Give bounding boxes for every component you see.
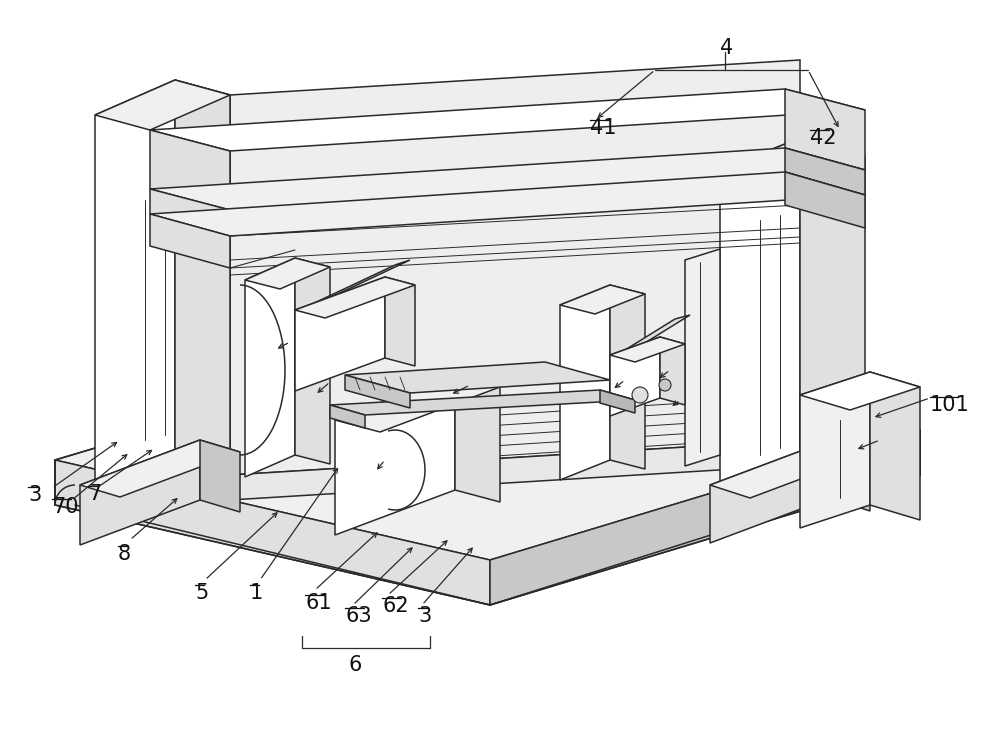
Polygon shape (295, 258, 330, 464)
Circle shape (632, 387, 648, 403)
Polygon shape (610, 285, 645, 469)
Polygon shape (295, 277, 385, 391)
Text: 63: 63 (345, 606, 372, 626)
Polygon shape (150, 189, 230, 235)
Polygon shape (200, 440, 240, 512)
Polygon shape (455, 375, 500, 502)
Polygon shape (55, 330, 920, 560)
Text: 101: 101 (930, 395, 970, 415)
Polygon shape (870, 372, 920, 520)
Polygon shape (295, 277, 415, 318)
Polygon shape (150, 130, 230, 210)
Polygon shape (310, 260, 410, 305)
Polygon shape (685, 249, 720, 466)
Polygon shape (800, 138, 865, 483)
Polygon shape (150, 214, 230, 268)
Polygon shape (610, 337, 685, 362)
Polygon shape (230, 60, 800, 475)
Polygon shape (490, 430, 920, 605)
Polygon shape (785, 148, 865, 195)
Polygon shape (600, 390, 635, 413)
Polygon shape (55, 460, 490, 605)
Polygon shape (560, 285, 610, 480)
Text: 3: 3 (28, 485, 41, 505)
Polygon shape (720, 138, 865, 189)
Text: 41: 41 (590, 118, 616, 138)
Polygon shape (150, 172, 865, 236)
Text: 7: 7 (88, 484, 101, 504)
Polygon shape (175, 80, 230, 475)
Polygon shape (710, 440, 870, 498)
Circle shape (659, 379, 671, 391)
Polygon shape (560, 285, 645, 314)
Polygon shape (335, 375, 455, 535)
Polygon shape (175, 80, 230, 475)
Polygon shape (95, 80, 175, 497)
Polygon shape (330, 390, 635, 415)
Text: 70: 70 (52, 497, 79, 517)
Polygon shape (720, 138, 800, 498)
Polygon shape (335, 375, 500, 432)
Text: 4: 4 (720, 38, 733, 58)
Text: 5: 5 (195, 583, 208, 603)
Polygon shape (80, 440, 200, 545)
Text: 62: 62 (382, 596, 409, 616)
Polygon shape (245, 258, 330, 289)
Polygon shape (345, 375, 410, 408)
Polygon shape (800, 372, 920, 410)
Polygon shape (175, 440, 800, 500)
Polygon shape (245, 258, 295, 477)
Polygon shape (80, 440, 240, 497)
Polygon shape (830, 440, 870, 511)
Polygon shape (800, 372, 870, 528)
Polygon shape (625, 315, 690, 350)
Polygon shape (785, 89, 865, 170)
Text: 3: 3 (418, 606, 431, 626)
Polygon shape (345, 362, 610, 393)
Polygon shape (660, 337, 685, 405)
Polygon shape (320, 320, 415, 350)
Text: 61: 61 (305, 593, 332, 613)
Polygon shape (785, 172, 865, 228)
Polygon shape (385, 277, 415, 366)
Polygon shape (150, 89, 865, 151)
Text: 8: 8 (118, 544, 131, 564)
Polygon shape (610, 337, 660, 416)
Polygon shape (330, 405, 365, 428)
Polygon shape (710, 440, 830, 543)
Text: 1: 1 (250, 583, 263, 603)
Text: 42: 42 (810, 128, 836, 148)
Polygon shape (95, 80, 230, 130)
Polygon shape (150, 148, 865, 210)
Text: 6: 6 (348, 655, 362, 675)
